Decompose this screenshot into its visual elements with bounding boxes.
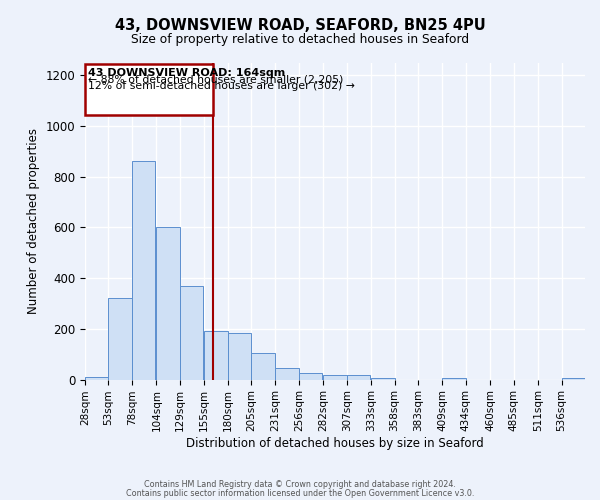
Bar [323,374,347,380]
Text: Contains public sector information licensed under the Open Government Licence v3: Contains public sector information licen… [126,489,474,498]
Bar [275,368,299,380]
Bar [204,332,227,380]
Bar [85,377,109,380]
Bar [251,353,275,380]
Bar [299,374,322,380]
Bar [132,162,155,380]
FancyBboxPatch shape [85,64,212,114]
Bar [347,375,370,380]
Text: Contains HM Land Registry data © Crown copyright and database right 2024.: Contains HM Land Registry data © Crown c… [144,480,456,489]
Bar [227,332,251,380]
Bar [109,298,132,380]
Text: 43 DOWNSVIEW ROAD: 164sqm: 43 DOWNSVIEW ROAD: 164sqm [88,68,285,78]
Y-axis label: Number of detached properties: Number of detached properties [27,128,40,314]
Bar [442,378,466,380]
Bar [157,228,180,380]
Bar [371,378,395,380]
Text: 12% of semi-detached houses are larger (302) →: 12% of semi-detached houses are larger (… [88,81,355,91]
Text: ← 88% of detached houses are smaller (2,205): ← 88% of detached houses are smaller (2,… [88,74,343,85]
Text: 43, DOWNSVIEW ROAD, SEAFORD, BN25 4PU: 43, DOWNSVIEW ROAD, SEAFORD, BN25 4PU [115,18,485,32]
X-axis label: Distribution of detached houses by size in Seaford: Distribution of detached houses by size … [186,437,484,450]
Bar [180,286,203,380]
Bar [562,378,585,380]
Text: Size of property relative to detached houses in Seaford: Size of property relative to detached ho… [131,32,469,46]
